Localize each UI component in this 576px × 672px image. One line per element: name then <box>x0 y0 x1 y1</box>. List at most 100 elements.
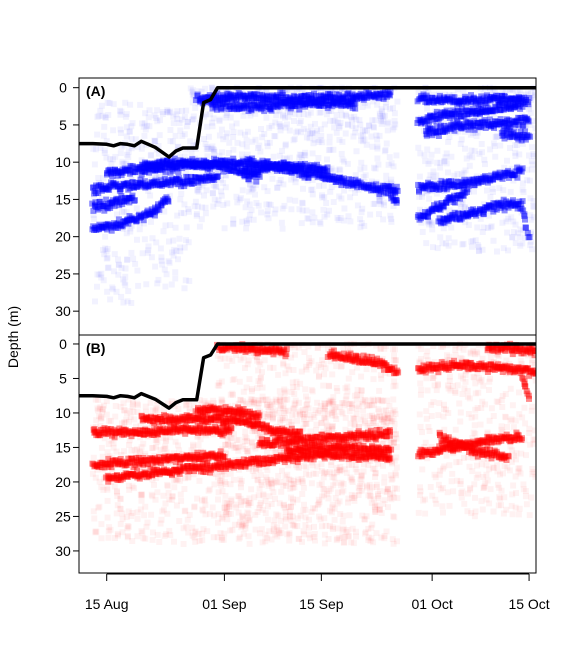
detection-mark <box>388 89 394 95</box>
detection-mark <box>376 211 382 217</box>
detection-mark <box>393 152 399 158</box>
detection-mark <box>106 535 112 541</box>
detection-mark <box>366 534 372 540</box>
detection-mark <box>317 219 323 225</box>
detection-mark <box>383 173 389 179</box>
detection-mark <box>501 245 507 251</box>
detection-mark <box>339 139 345 145</box>
detection-mark <box>152 113 158 119</box>
detection-mark <box>465 186 471 192</box>
detection-mark <box>351 495 357 501</box>
detection-mark <box>378 397 384 403</box>
detection-mark <box>381 480 387 486</box>
detection-mark <box>437 234 443 240</box>
detection-mark <box>260 385 266 391</box>
detection-mark <box>302 349 308 355</box>
detection-mark <box>520 104 526 110</box>
detection-mark <box>150 445 156 451</box>
detection-mark <box>114 493 120 499</box>
detection-mark <box>525 101 531 107</box>
detection-mark <box>163 501 169 507</box>
detection-mark <box>283 408 289 414</box>
detection-mark <box>394 198 400 204</box>
detection-mark <box>491 140 497 146</box>
detection-mark <box>101 277 107 283</box>
detection-mark <box>374 146 380 152</box>
detection-mark <box>135 283 141 289</box>
detection-mark <box>318 109 324 115</box>
detection-mark <box>275 473 281 479</box>
detection-mark <box>200 508 206 514</box>
detection-mark <box>522 217 528 223</box>
detection-mark <box>444 160 450 166</box>
detection-mark <box>266 125 272 131</box>
detection-mark <box>287 530 293 536</box>
detection-mark <box>219 149 225 155</box>
detection-mark <box>527 134 533 140</box>
detection-mark <box>496 185 502 191</box>
detection-mark <box>120 516 126 522</box>
detection-mark <box>321 470 327 476</box>
detection-mark <box>312 137 318 143</box>
detection-mark <box>332 517 338 523</box>
detection-mark <box>511 229 517 235</box>
detection-mark <box>353 529 359 535</box>
detection-mark <box>351 540 357 546</box>
detection-mark <box>284 121 290 127</box>
detection-mark <box>156 539 162 545</box>
detection-mark <box>472 148 478 154</box>
detection-mark <box>302 386 308 392</box>
detection-mark <box>344 384 350 390</box>
detection-mark <box>282 143 288 149</box>
detection-mark <box>239 152 245 158</box>
detection-mark <box>352 100 358 106</box>
detection-mark <box>258 472 264 478</box>
detection-mark <box>312 121 318 127</box>
detection-mark <box>152 138 158 144</box>
detection-mark <box>142 236 148 242</box>
detection-mark <box>293 130 299 136</box>
detection-mark <box>327 134 333 140</box>
detection-mark <box>130 401 136 407</box>
detection-mark <box>210 190 216 196</box>
detection-mark <box>519 240 525 246</box>
detection-mark <box>235 140 241 146</box>
detection-mark <box>98 484 104 490</box>
detection-mark <box>162 284 168 290</box>
detection-mark <box>380 114 386 120</box>
detection-mark <box>445 169 451 175</box>
detection-mark <box>143 524 149 530</box>
detection-mark <box>520 187 526 193</box>
detection-mark <box>318 137 324 143</box>
detection-mark <box>509 234 515 240</box>
detection-mark <box>338 482 344 488</box>
detection-mark <box>203 205 209 211</box>
detection-mark <box>147 193 153 199</box>
detection-mark <box>236 536 242 542</box>
detection-mark <box>358 166 364 172</box>
detection-mark <box>322 214 328 220</box>
detection-mark <box>309 187 315 193</box>
detection-mark <box>181 541 187 547</box>
detection-mark <box>93 146 99 152</box>
detection-mark <box>243 204 249 210</box>
detection-mark <box>358 387 364 393</box>
detection-mark <box>98 521 104 527</box>
detection-mark <box>306 216 312 222</box>
detection-mark <box>381 474 387 480</box>
detection-mark <box>426 161 432 167</box>
detection-mark <box>358 374 364 380</box>
detection-mark <box>207 511 213 517</box>
detection-mark <box>91 455 97 461</box>
detection-mark <box>151 482 157 488</box>
detection-mark <box>99 535 105 541</box>
detection-mark <box>162 533 168 539</box>
detection-mark <box>292 198 298 204</box>
detection-mark <box>239 478 245 484</box>
detection-mark <box>390 105 396 111</box>
detection-mark <box>374 137 380 143</box>
detection-mark <box>325 171 331 177</box>
detection-mark <box>499 220 505 226</box>
detection-mark <box>255 367 261 373</box>
detection-mark <box>491 238 497 244</box>
